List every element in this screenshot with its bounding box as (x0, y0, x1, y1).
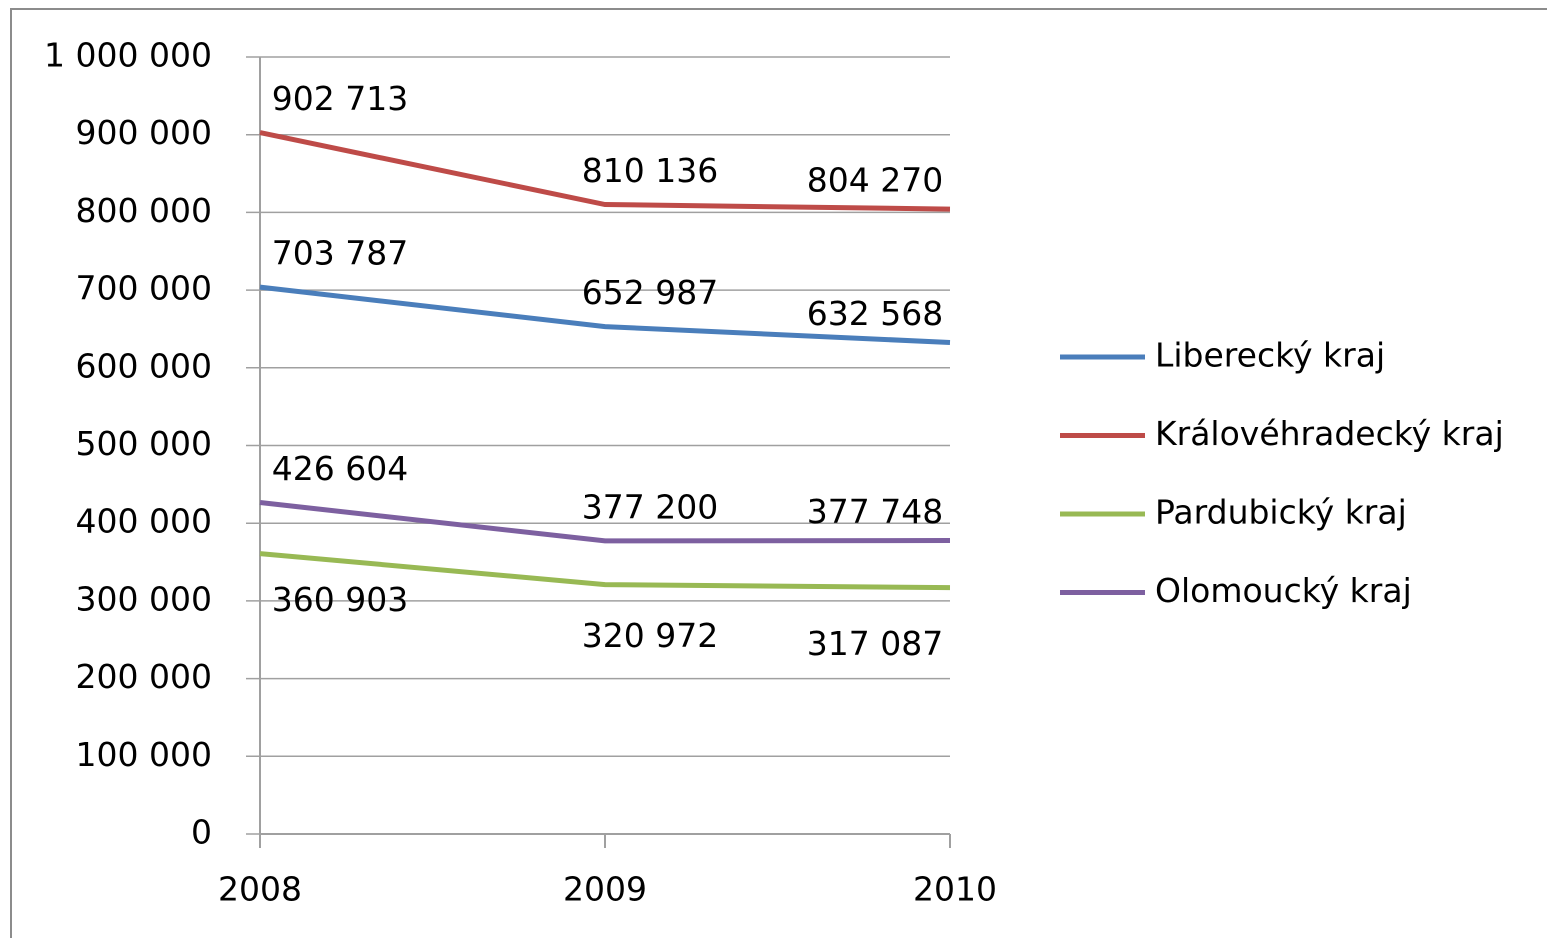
x-tick-label: 2008 (218, 870, 302, 909)
series-line (259, 284, 951, 345)
y-tick-label: 900 000 (76, 113, 212, 152)
legend-label: Olomoucký kraj (1155, 571, 1412, 610)
data-label: 652 987 (582, 273, 718, 312)
data-label: 810 136 (582, 151, 718, 190)
y-tick-label: 1 000 000 (44, 36, 212, 75)
data-label: 377 200 (582, 487, 718, 526)
data-label: 703 787 (272, 234, 408, 273)
y-tick-label: 500 000 (76, 424, 212, 463)
data-label: 360 903 (272, 580, 408, 619)
data-label: 317 087 (807, 624, 943, 663)
series-line (259, 551, 951, 591)
legend-label: Pardubický kraj (1155, 493, 1407, 532)
data-label: 377 748 (807, 492, 943, 531)
data-label: 320 972 (582, 616, 718, 655)
y-tick-label: 200 000 (76, 657, 212, 696)
data-label: 426 604 (272, 449, 408, 488)
series-line (259, 500, 951, 544)
y-tick-label: 400 000 (76, 502, 212, 541)
y-tick-label: 300 000 (76, 579, 212, 618)
data-label: 804 270 (807, 161, 943, 200)
series-line (259, 130, 951, 212)
y-tick-label: 800 000 (76, 191, 212, 230)
y-tick-label: 100 000 (76, 735, 212, 774)
chart-frame (10, 8, 1547, 938)
x-tick-label: 2009 (563, 870, 647, 909)
data-label: 902 713 (272, 79, 408, 118)
x-tick-label: 2010 (913, 870, 997, 909)
legend-label: Královéhradecký kraj (1155, 414, 1504, 453)
y-tick-label: 700 000 (76, 269, 212, 308)
legend-label: Liberecký kraj (1155, 336, 1385, 375)
y-tick-label: 600 000 (76, 346, 212, 385)
y-tick-label: 0 (191, 813, 212, 852)
data-label: 632 568 (807, 294, 943, 333)
